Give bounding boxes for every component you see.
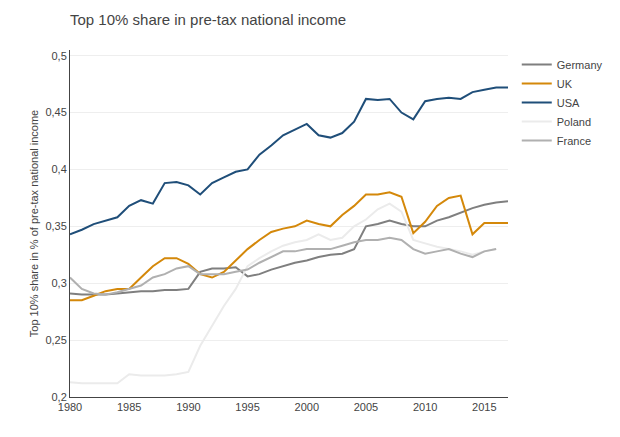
- svg-text:0,3: 0,3: [52, 277, 67, 289]
- svg-text:2000: 2000: [295, 401, 319, 413]
- svg-text:France: France: [557, 135, 591, 147]
- svg-text:2015: 2015: [472, 401, 496, 413]
- svg-text:1990: 1990: [176, 401, 200, 413]
- svg-text:USA: USA: [557, 97, 580, 109]
- svg-text:1995: 1995: [235, 401, 259, 413]
- svg-text:0,4: 0,4: [52, 163, 67, 175]
- svg-text:0,45: 0,45: [45, 106, 66, 118]
- svg-text:0,25: 0,25: [45, 334, 66, 346]
- svg-text:1985: 1985: [117, 401, 141, 413]
- svg-text:0,35: 0,35: [45, 220, 66, 232]
- svg-text:0,5: 0,5: [52, 50, 67, 62]
- svg-text:Top 10% share in pre-tax natio: Top 10% share in pre-tax national income: [70, 11, 346, 28]
- svg-text:UK: UK: [557, 78, 573, 90]
- svg-text:2010: 2010: [413, 401, 437, 413]
- svg-text:0,2: 0,2: [52, 391, 67, 403]
- svg-text:2005: 2005: [354, 401, 378, 413]
- svg-text:1980: 1980: [58, 401, 82, 413]
- svg-text:Poland: Poland: [557, 116, 591, 128]
- svg-text:Top 10% share in % of pre-tax: Top 10% share in % of pre-tax national i…: [28, 110, 40, 337]
- svg-text:Germany: Germany: [557, 59, 603, 71]
